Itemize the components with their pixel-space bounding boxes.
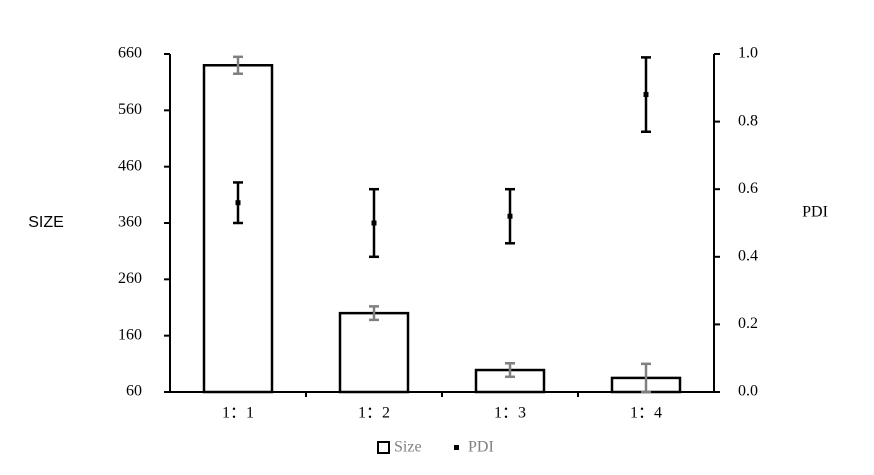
pdi-point (507, 213, 513, 219)
x-tick-label: 1：1 (222, 405, 254, 422)
y-tick-label: 60 (126, 383, 142, 400)
y2-axis-label: PDI (802, 204, 828, 221)
y-tick-label: 160 (118, 326, 142, 343)
x-tick-label: 1：3 (494, 405, 526, 422)
bar-error (369, 305, 379, 322)
bar (202, 64, 274, 394)
y-tick-label: 560 (118, 101, 142, 118)
y2-tick-label: 0.4 (738, 247, 758, 264)
bar-error (233, 55, 243, 75)
legend-label: Size (394, 439, 422, 456)
legend-swatch (377, 441, 390, 454)
y-tick-label: 360 (118, 214, 142, 231)
y2-tick-label: 0.6 (738, 180, 758, 197)
y2-tick-label: 0.0 (738, 383, 758, 400)
legend-label: PDI (468, 439, 494, 456)
x-tick-label: 1：4 (630, 405, 662, 422)
y-tick-label: 260 (118, 270, 142, 287)
y-tick-label: 660 (118, 45, 142, 62)
bar-error (641, 362, 651, 394)
pdi-point (235, 200, 241, 206)
bar-error (505, 362, 515, 379)
y2-tick-label: 0.2 (738, 315, 758, 332)
legend-swatch (454, 445, 459, 450)
y2-tick-label: 0.8 (738, 112, 758, 129)
y-tick-label: 460 (118, 157, 142, 174)
pdi-point (643, 92, 649, 98)
x-tick-label: 1：2 (358, 405, 390, 422)
y2-tick-label: 1.0 (738, 45, 758, 62)
pdi-point (371, 220, 377, 226)
bar (338, 311, 410, 394)
y-axis-label: SIZE (28, 214, 64, 231)
